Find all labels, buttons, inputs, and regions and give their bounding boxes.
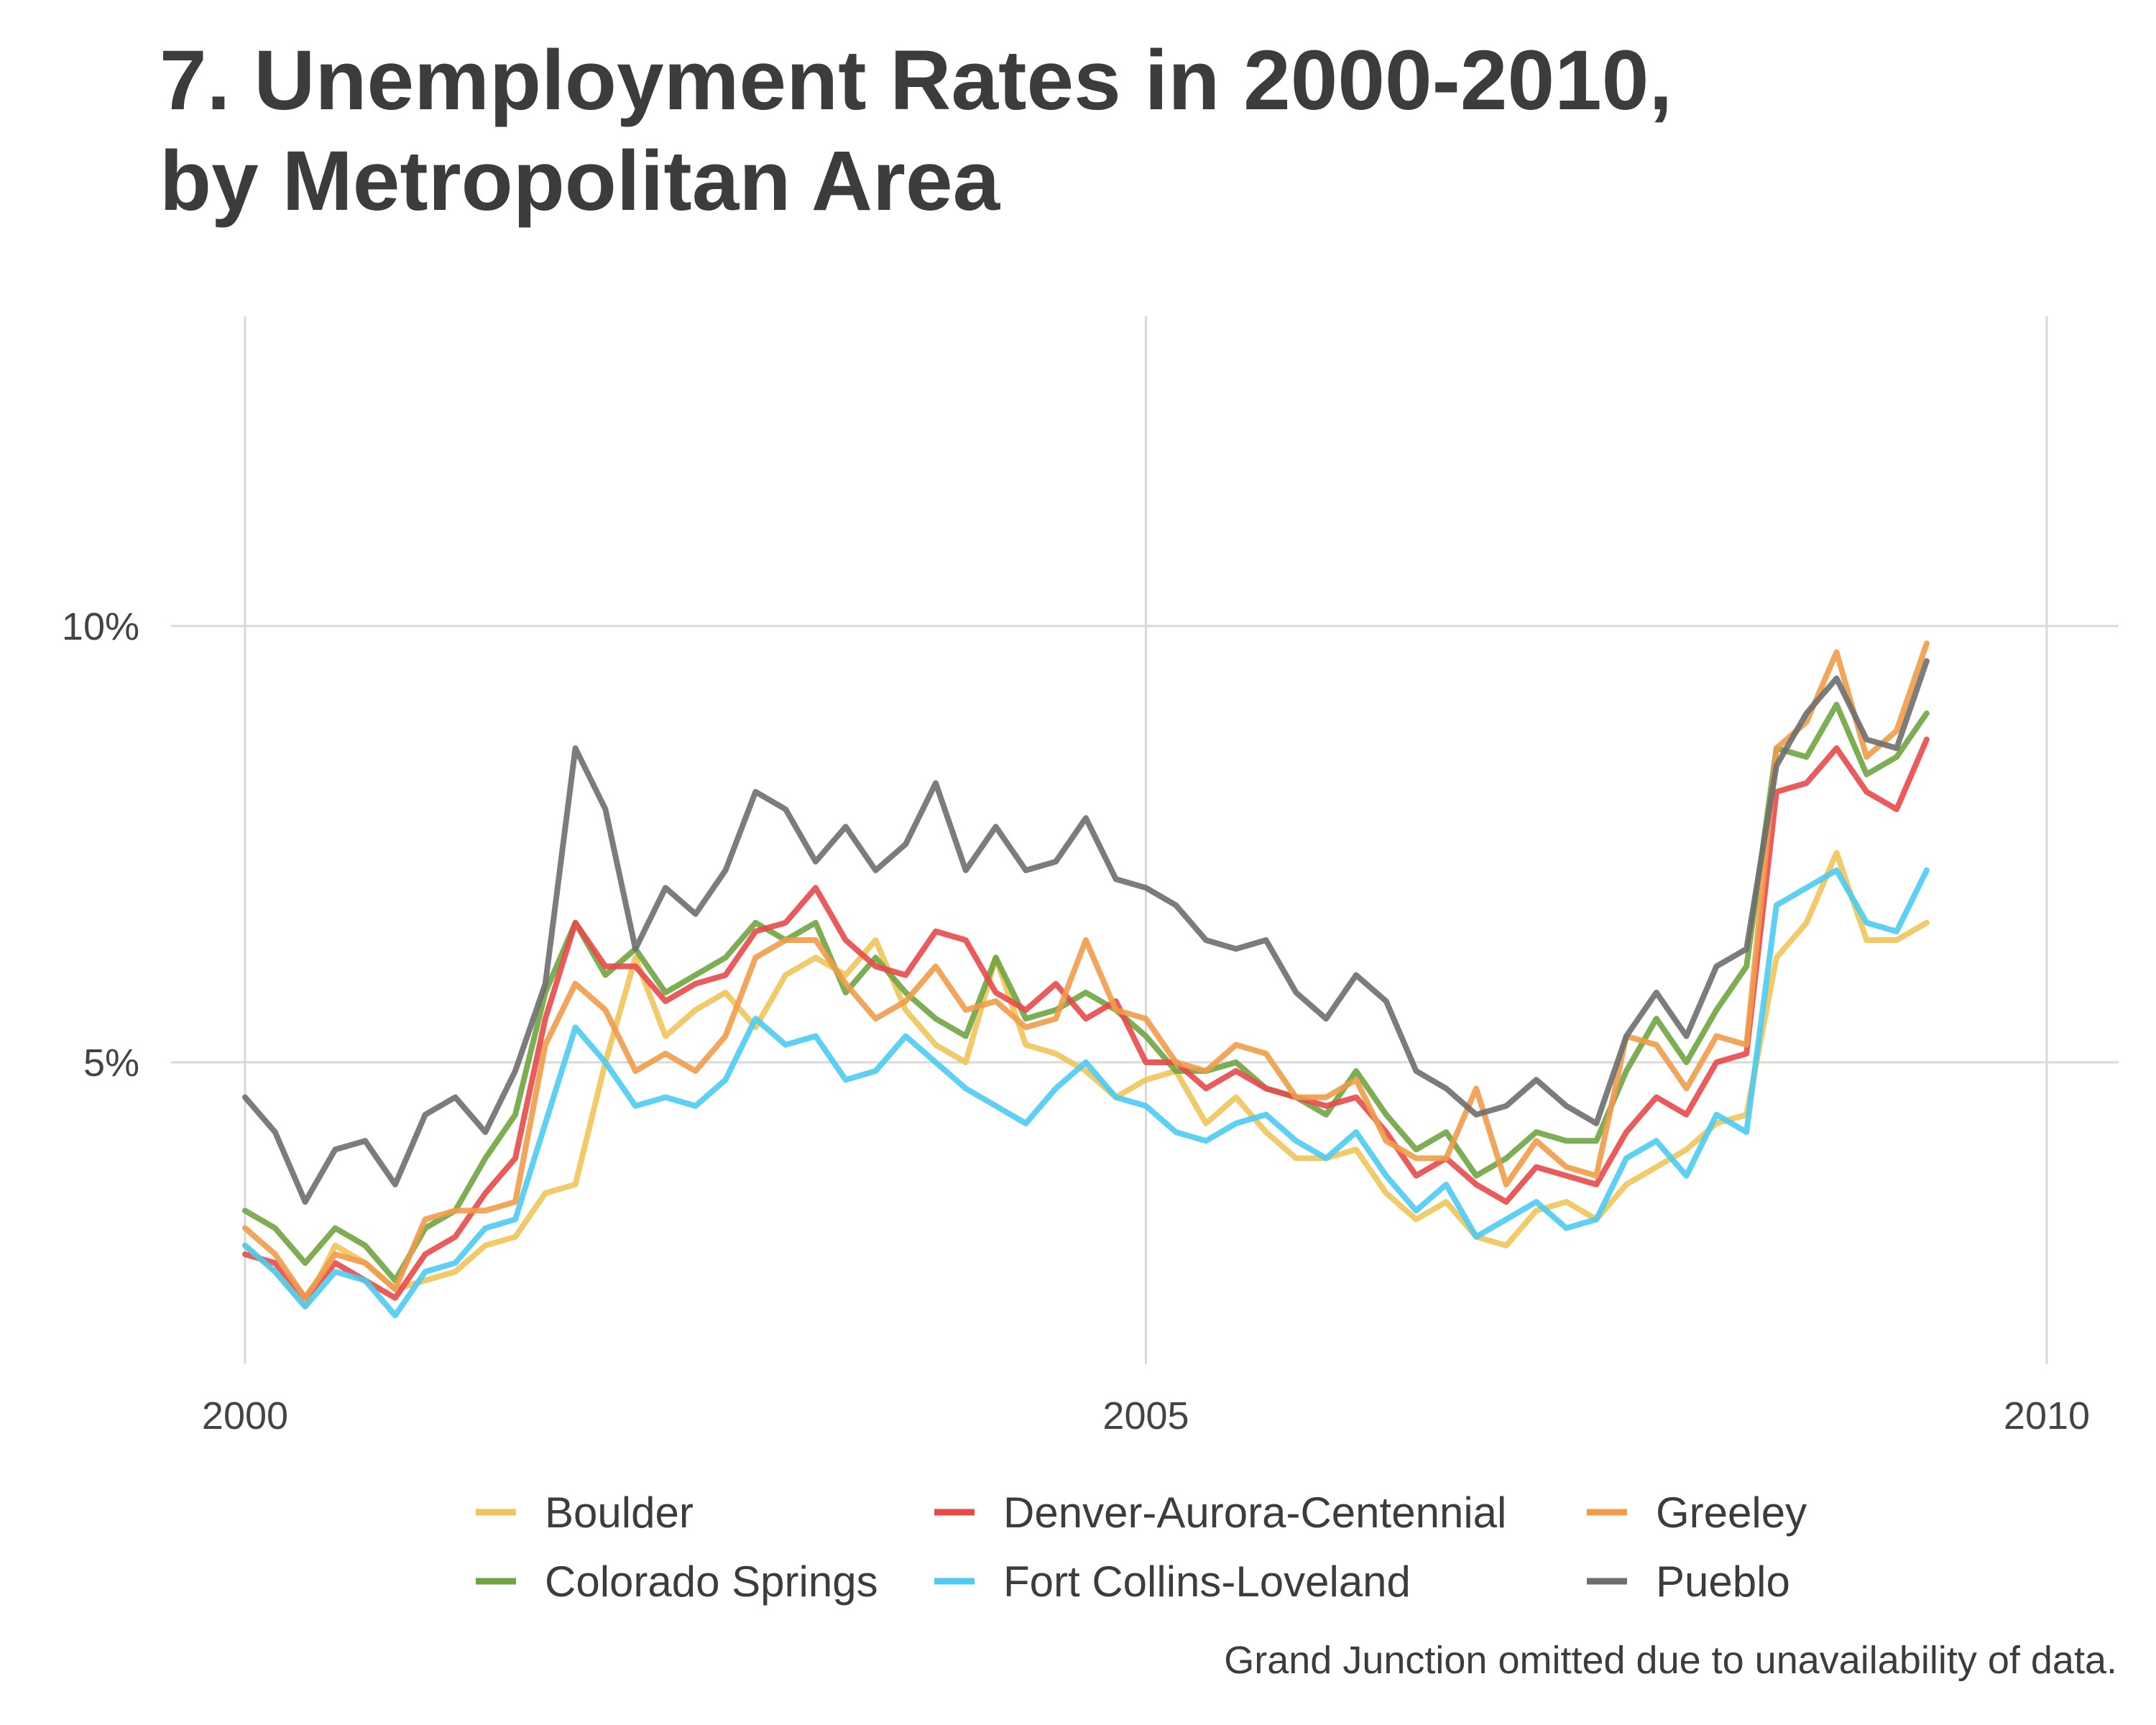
tick-layer: 2000 2005 2010 5% 10% bbox=[62, 605, 2090, 1438]
legend-item-fort-collins-loveland: Fort Collins-Loveland bbox=[934, 1558, 1411, 1606]
legend-item-colorado-springs: Colorado Springs bbox=[476, 1558, 878, 1606]
chart-title-line-2: by Metropolitan Area bbox=[160, 134, 1000, 229]
series-line-denver-aurora-centennial bbox=[242, 736, 1930, 1301]
grid-layer bbox=[171, 316, 2119, 1364]
chart-title: 7. Unemployment Rates in 2000-2010, by M… bbox=[160, 30, 1672, 231]
legend-item-boulder: Boulder bbox=[476, 1489, 694, 1537]
y-tick-label: 5% bbox=[83, 1041, 139, 1085]
legend: Boulder Denver-Aurora-Centennial Greeley Co… bbox=[476, 1489, 1807, 1606]
legend-label: Denver-Aurora-Centennial bbox=[1003, 1489, 1506, 1537]
legend-label: Boulder bbox=[545, 1489, 694, 1537]
chart-caption: Grand Junction omitted due to unavailabi… bbox=[1224, 1639, 2117, 1682]
series-line-colorado-springs bbox=[242, 702, 1930, 1284]
series-line-boulder bbox=[242, 850, 1930, 1310]
series-line-fort-collins-loveland bbox=[242, 867, 1930, 1319]
legend-label: Colorado Springs bbox=[545, 1558, 878, 1606]
series-line-greeley bbox=[242, 640, 1930, 1301]
x-tick-label: 2000 bbox=[202, 1394, 288, 1438]
series-line-pueblo bbox=[242, 658, 1930, 1205]
legend-label: Greeley bbox=[1656, 1489, 1807, 1537]
legend-item-pueblo: Pueblo bbox=[1587, 1558, 1790, 1606]
legend-label: Pueblo bbox=[1656, 1558, 1790, 1606]
y-tick-label: 10% bbox=[62, 605, 139, 648]
legend-label: Fort Collins-Loveland bbox=[1003, 1558, 1411, 1606]
legend-item-greeley: Greeley bbox=[1587, 1489, 1807, 1537]
x-tick-label: 2010 bbox=[2004, 1394, 2090, 1438]
series-layer bbox=[242, 640, 1930, 1319]
chart-title-line-1: 7. Unemployment Rates in 2000-2010, bbox=[160, 33, 1673, 128]
x-tick-label: 2005 bbox=[1102, 1394, 1189, 1438]
legend-item-denver-aurora-centennial: Denver-Aurora-Centennial bbox=[934, 1489, 1506, 1537]
